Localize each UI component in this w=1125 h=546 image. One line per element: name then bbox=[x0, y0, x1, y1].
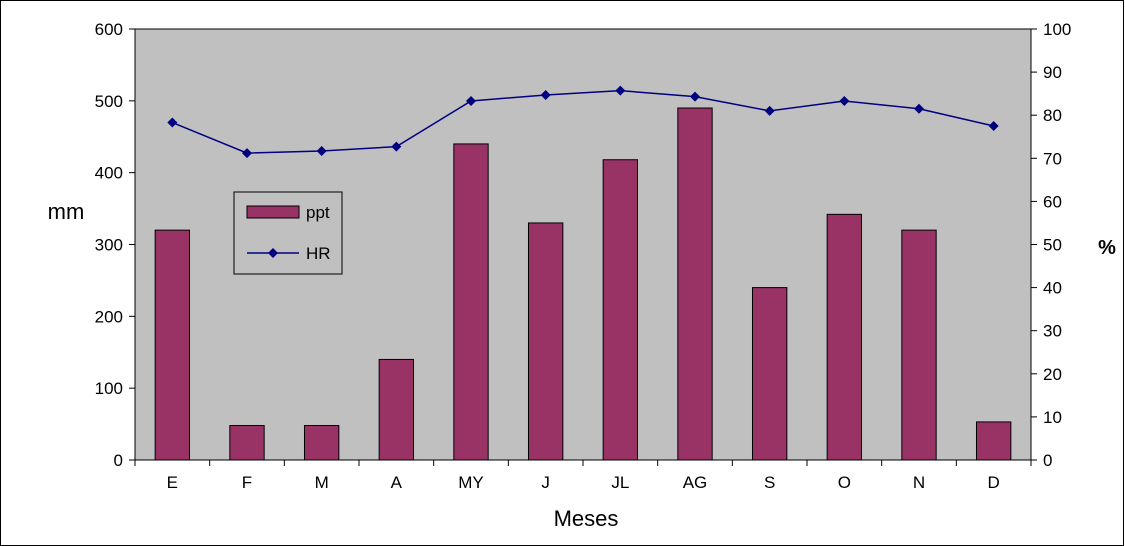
left-tick-label: 100 bbox=[95, 379, 123, 398]
legend-marker-hr bbox=[268, 248, 278, 258]
left-tick-label: 400 bbox=[95, 164, 123, 183]
left-tick-label: 300 bbox=[95, 236, 123, 255]
hr-point-J bbox=[540, 89, 551, 100]
right-axis: 0 10 20 30 40 50 60 70 80 90 100 bbox=[1030, 20, 1071, 470]
left-tick-label: 0 bbox=[114, 451, 123, 470]
right-tick-label: 0 bbox=[1043, 451, 1052, 470]
x-axis: E F M A MY J JL AG S O N D bbox=[134, 459, 1032, 492]
hr-point-E bbox=[167, 117, 178, 128]
right-tick-label: 60 bbox=[1043, 192, 1062, 211]
legend-label-hr: HR bbox=[306, 244, 331, 263]
left-tick-label: 500 bbox=[95, 92, 123, 111]
x-tick-label-M: M bbox=[315, 473, 329, 492]
hr-point-A bbox=[391, 141, 402, 152]
ppt-bars bbox=[154, 107, 1012, 461]
bar-ppt-N bbox=[901, 229, 937, 461]
hr-point-F bbox=[242, 148, 252, 159]
x-tick-label-O: O bbox=[838, 473, 851, 492]
x-axis-title: Meses bbox=[554, 506, 619, 531]
left-tick-label: 200 bbox=[95, 307, 123, 326]
right-tick-label: 50 bbox=[1043, 236, 1062, 255]
x-tick-label-A: A bbox=[391, 473, 403, 492]
right-tick-label: 80 bbox=[1043, 106, 1062, 125]
hr-point-N bbox=[914, 103, 924, 114]
bar-ppt-F bbox=[229, 425, 265, 461]
bar-ppt-M bbox=[303, 425, 340, 461]
x-tick-label-S: S bbox=[764, 473, 775, 492]
x-tick-label-E: E bbox=[167, 473, 178, 492]
right-tick-label: 100 bbox=[1043, 20, 1071, 39]
x-tick-label-AG: AG bbox=[683, 473, 708, 492]
right-tick-label: 70 bbox=[1043, 149, 1062, 168]
right-tick-label: 40 bbox=[1043, 279, 1062, 298]
x-tick-label-J: J bbox=[541, 473, 550, 492]
bar-ppt-E bbox=[154, 229, 191, 461]
right-tick-label: 90 bbox=[1043, 63, 1062, 82]
hr-point-O bbox=[839, 95, 850, 106]
right-tick-label: 10 bbox=[1043, 408, 1062, 427]
x-tick-label-N: N bbox=[913, 473, 925, 492]
left-axis: 0 100 200 300 400 500 600 bbox=[95, 20, 136, 470]
y2-axis-title: % bbox=[1098, 237, 1116, 259]
bar-ppt-S bbox=[751, 287, 788, 461]
bar-ppt-AG bbox=[677, 107, 713, 461]
right-tick-label: 30 bbox=[1043, 322, 1062, 341]
hr-line bbox=[172, 89, 994, 154]
x-tick-label-JL: JL bbox=[611, 473, 629, 492]
legend-label-ppt: ppt bbox=[306, 203, 330, 222]
hr-point-M bbox=[316, 145, 327, 156]
hr-point-JL bbox=[615, 85, 626, 96]
right-tick-label: 20 bbox=[1043, 365, 1062, 384]
bar-ppt-O bbox=[826, 213, 863, 461]
legend-swatch-ppt bbox=[246, 205, 300, 219]
x-tick-label-F: F bbox=[242, 473, 252, 492]
bar-ppt-D bbox=[975, 421, 1012, 461]
left-tick-label: 600 bbox=[95, 20, 123, 39]
bar-ppt-MY bbox=[453, 143, 489, 461]
hr-point-AG bbox=[690, 91, 700, 102]
hr-point-MY bbox=[466, 95, 476, 106]
bar-ppt-J bbox=[527, 222, 564, 461]
hr-point-D bbox=[988, 120, 999, 131]
bar-ppt-JL bbox=[602, 159, 639, 461]
bar-ppt-A bbox=[378, 358, 415, 461]
hr-point-S bbox=[764, 105, 775, 116]
legend: ppt HR bbox=[233, 191, 343, 275]
x-tick-label-MY: MY bbox=[458, 473, 484, 492]
y-axis-title: mm bbox=[48, 199, 85, 224]
x-tick-label-D: D bbox=[988, 473, 1000, 492]
hr-line-group bbox=[167, 85, 999, 159]
